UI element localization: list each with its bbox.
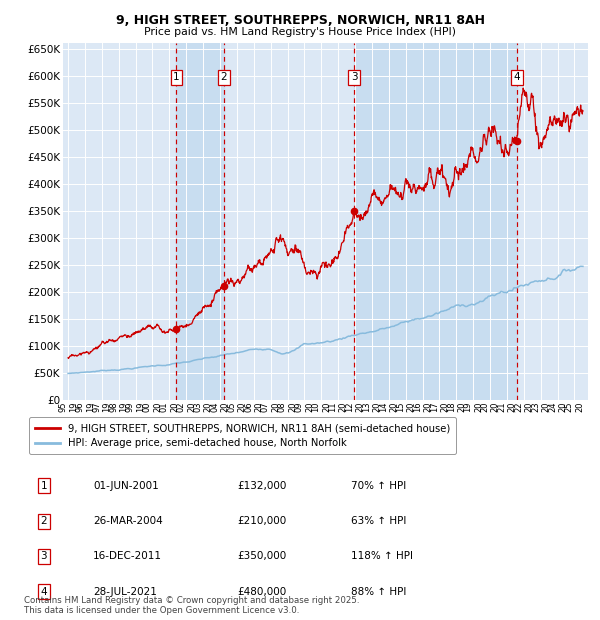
- Legend: 9, HIGH STREET, SOUTHREPPS, NORWICH, NR11 8AH (semi-detached house), HPI: Averag: 9, HIGH STREET, SOUTHREPPS, NORWICH, NR1…: [29, 417, 456, 454]
- Text: 1: 1: [173, 73, 180, 82]
- Text: 01-JUN-2001: 01-JUN-2001: [93, 480, 159, 491]
- Text: 26-MAR-2004: 26-MAR-2004: [93, 516, 163, 526]
- Text: £210,000: £210,000: [237, 516, 286, 526]
- Text: 88% ↑ HPI: 88% ↑ HPI: [351, 587, 406, 597]
- Text: 1: 1: [40, 480, 47, 491]
- Text: £132,000: £132,000: [237, 480, 286, 491]
- Text: £350,000: £350,000: [237, 551, 286, 562]
- Bar: [176, 43, 224, 400]
- Text: 2: 2: [221, 73, 227, 82]
- Text: 4: 4: [40, 587, 47, 597]
- Text: 4: 4: [513, 73, 520, 82]
- Text: 63% ↑ HPI: 63% ↑ HPI: [351, 516, 406, 526]
- Bar: [355, 43, 517, 400]
- Text: 3: 3: [40, 551, 47, 562]
- Text: 3: 3: [351, 73, 358, 82]
- Text: Contains HM Land Registry data © Crown copyright and database right 2025.
This d: Contains HM Land Registry data © Crown c…: [24, 596, 359, 615]
- Text: Price paid vs. HM Land Registry's House Price Index (HPI): Price paid vs. HM Land Registry's House …: [144, 27, 456, 37]
- Text: 16-DEC-2011: 16-DEC-2011: [93, 551, 162, 562]
- Text: 118% ↑ HPI: 118% ↑ HPI: [351, 551, 413, 562]
- Text: 70% ↑ HPI: 70% ↑ HPI: [351, 480, 406, 491]
- Text: 9, HIGH STREET, SOUTHREPPS, NORWICH, NR11 8AH: 9, HIGH STREET, SOUTHREPPS, NORWICH, NR1…: [115, 14, 485, 27]
- Text: 28-JUL-2021: 28-JUL-2021: [93, 587, 157, 597]
- Text: £480,000: £480,000: [237, 587, 286, 597]
- Text: 2: 2: [40, 516, 47, 526]
